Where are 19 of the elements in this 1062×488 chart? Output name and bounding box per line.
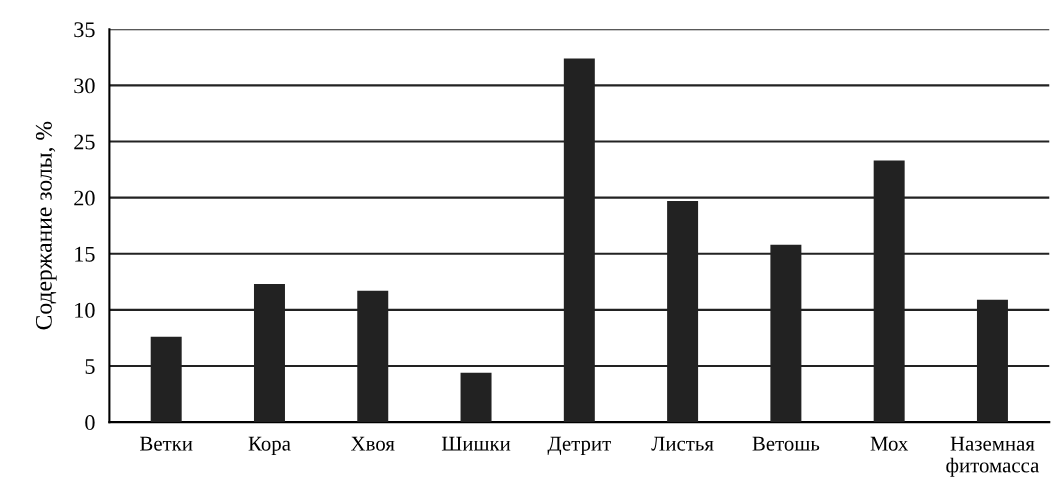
x-tick-label: Детрит <box>547 436 611 455</box>
y-tick-label: 30 <box>74 78 95 94</box>
y-tick-label: 25 <box>74 134 95 150</box>
x-tick-label: Листья <box>651 436 714 451</box>
bar <box>460 372 492 423</box>
x-tick-label: Наземная фитомасса <box>946 436 1040 477</box>
y-tick-label: 15 <box>75 246 95 262</box>
y-tick-label: 35 <box>74 22 95 38</box>
x-tick-label: Хвоя <box>351 436 395 451</box>
y-tick-label: 5 <box>85 359 95 374</box>
y-axis-title: Содержание золы, % <box>35 121 57 330</box>
y-tick-label: 20 <box>74 190 95 206</box>
y-tick-label: 0 <box>85 415 95 431</box>
y-tick-label: 10 <box>75 302 95 318</box>
x-tick-label: Шишки <box>441 436 511 451</box>
x-tick-label: Кора <box>248 436 291 455</box>
x-tick-label: Ветки <box>140 436 193 451</box>
x-tick-label: Ветошь <box>752 436 820 451</box>
x-tick-label: Мох <box>870 436 909 451</box>
